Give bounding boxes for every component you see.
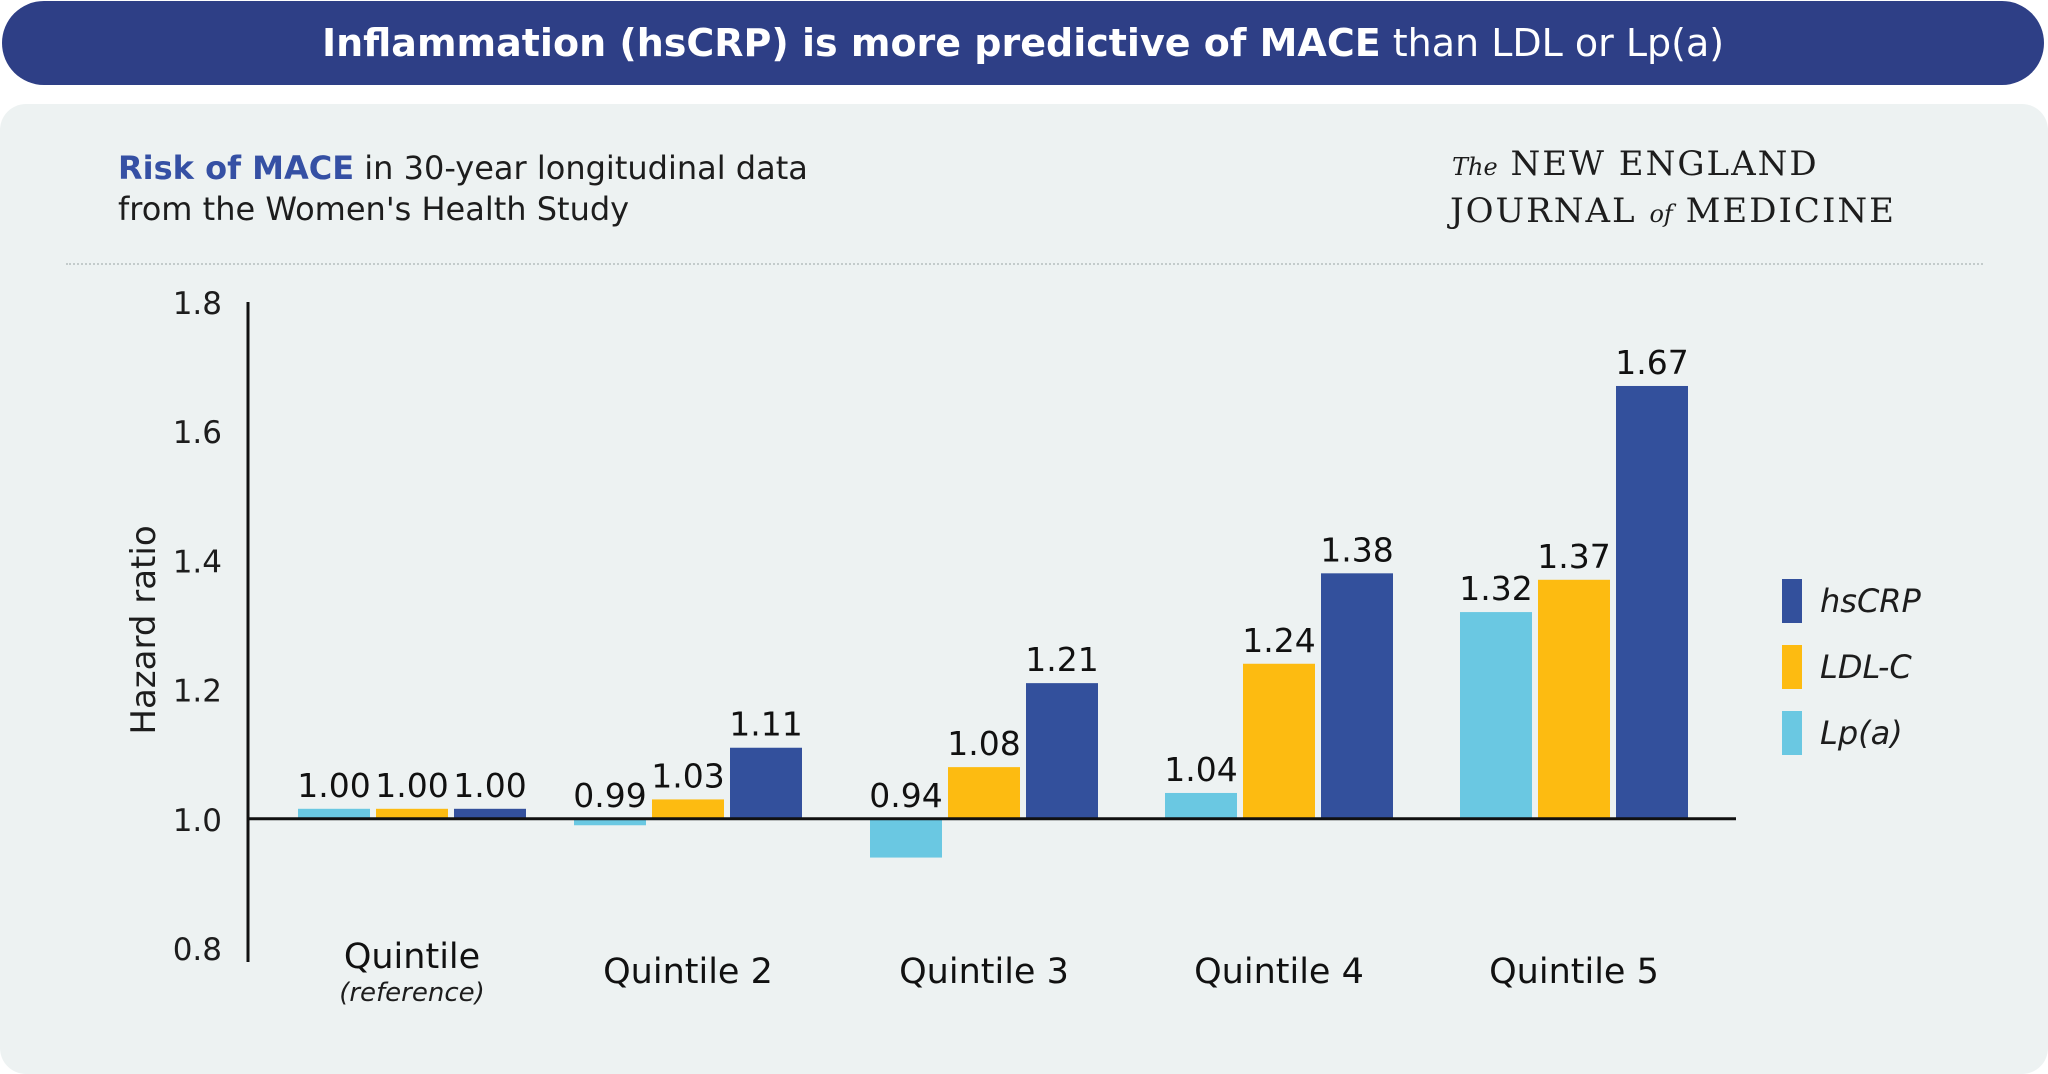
y-axis-title: Hazard ratio [124,525,164,734]
y-tick-label: 0.8 [173,932,222,968]
legend-label-lpa: Lp(a) [1820,714,1903,752]
legend: hsCRP LDL-C Lp(a) [1782,568,1921,766]
bar-lpa-3 [870,818,942,858]
x-tick-label: Quintile 5 [1489,952,1659,992]
x-tick-label: Quintile [344,937,480,977]
x-tick-label: Quintile 3 [899,952,1069,992]
legend-item-hscrp: hsCRP [1782,568,1921,634]
title-light: than LDL or Lp(a) [1392,21,1725,65]
bar-ldlc-2 [652,799,724,819]
legend-item-ldl: LDL-C [1782,634,1921,700]
chart-panel [0,104,2048,1074]
bar-hscrp-2 [730,747,802,819]
data-label: 1.24 [1242,621,1315,660]
bar-lpa-4 [1165,792,1237,819]
subtitle-line2: from the Women's Health Study [118,190,630,228]
bar-hscrp-3 [1026,683,1098,819]
data-label: 1.21 [1025,640,1098,679]
title-bold: Inflammation (hsCRP) is more predictive … [321,21,1381,65]
bar-hscrp-1 [454,808,526,819]
bar-ldlc-3 [948,767,1020,819]
legend-swatch-hscrp [1782,579,1802,623]
data-label: 0.94 [869,776,942,815]
data-label: 1.38 [1320,530,1393,569]
bar-lpa-2 [574,818,646,826]
bar-lpa-5 [1460,612,1532,819]
chart-subtitle: Risk of MACE in 30-year longitudinal dat… [118,148,808,230]
y-tick-label: 1.8 [173,286,222,322]
journal-line2b: MEDICINE [1685,191,1896,231]
journal-logo: The NEW ENGLAND JOURNAL of MEDICINE [1450,142,1950,236]
legend-label-hscrp: hsCRP [1820,582,1921,620]
data-label: 1.37 [1537,537,1610,576]
divider [66,263,1983,265]
journal-line2a: JOURNAL [1450,191,1637,231]
data-label: 1.00 [375,766,448,805]
data-label: 1.08 [947,724,1020,763]
journal-line1: NEW ENGLAND [1510,144,1819,184]
data-label: 1.00 [453,766,526,805]
bar-ldlc-5 [1538,579,1610,819]
bar-lpa-1 [298,808,370,819]
data-label: 0.99 [573,776,646,815]
legend-label-ldl: LDL-C [1820,648,1912,686]
data-label: 1.04 [1164,750,1237,789]
x-tick-label: Quintile 2 [603,952,773,992]
legend-swatch-ldl [1782,645,1802,689]
bar-hscrp-5 [1616,385,1688,819]
y-tick-label: 1.0 [173,803,222,839]
legend-item-lpa: Lp(a) [1782,700,1921,766]
data-label: 1.00 [297,766,370,805]
journal-of: of [1649,200,1673,228]
journal-the: The [1452,153,1498,181]
data-label: 1.67 [1615,343,1688,382]
data-label: 1.03 [651,756,724,795]
legend-swatch-lpa [1782,711,1802,755]
data-label: 1.32 [1459,569,1532,608]
x-tick-sublabel: (reference) [339,978,485,1008]
bar-ldlc-4 [1243,663,1315,819]
data-label: 1.11 [729,705,802,744]
bar-ldlc-1 [376,808,448,819]
y-tick-label: 1.2 [173,674,222,710]
title-bar: Inflammation (hsCRP) is more predictive … [2,1,2044,85]
bar-hscrp-4 [1321,573,1393,819]
y-tick-label: 1.6 [173,415,222,451]
subtitle-line1: in 30-year longitudinal data [354,149,808,187]
x-tick-label: Quintile 4 [1194,952,1364,992]
subtitle-accent: Risk of MACE [118,149,355,187]
y-tick-label: 1.4 [173,544,222,580]
